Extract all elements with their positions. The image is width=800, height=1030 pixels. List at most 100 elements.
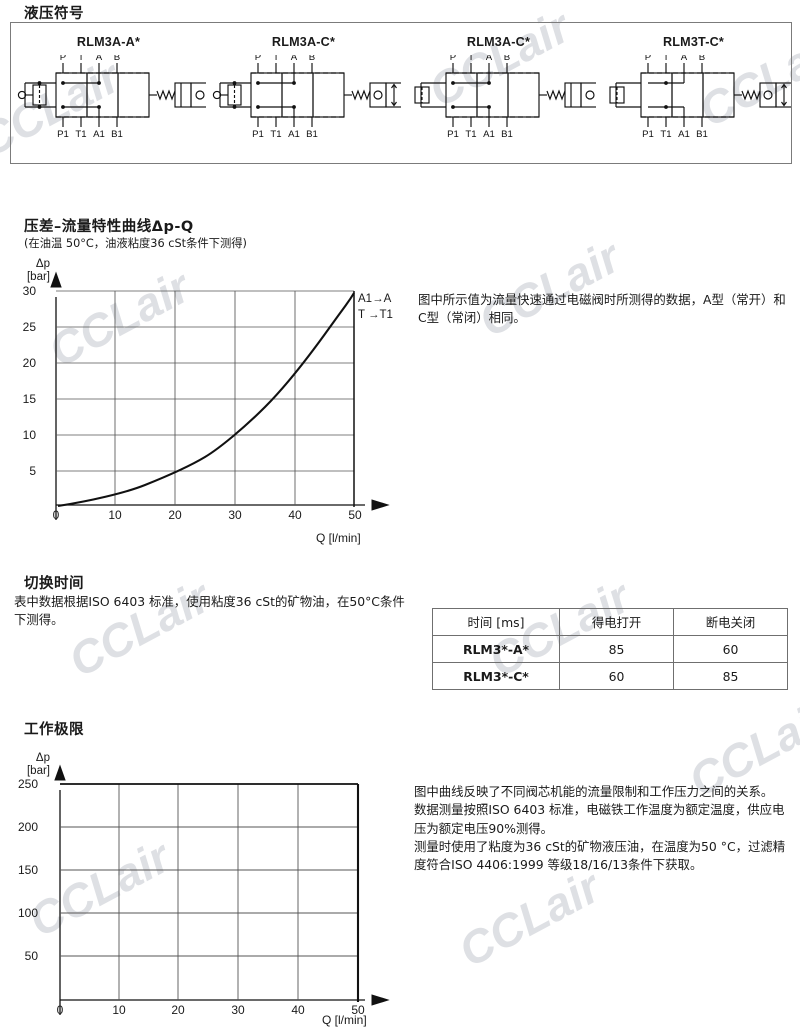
watermark-text: CCLair bbox=[450, 860, 609, 977]
x-tick: 50 bbox=[348, 508, 362, 522]
valve-symbol-diagram: P T A B P1 T1 A1 B1 bbox=[212, 55, 401, 140]
symbol-label: RLM3A-C* bbox=[466, 35, 531, 49]
symbol-label: RLM3T-C* bbox=[662, 35, 725, 49]
port-label-a: A bbox=[96, 55, 103, 63]
table-header-energize-open: 得电打开 bbox=[559, 608, 674, 636]
svg-text:B1: B1 bbox=[501, 129, 513, 140]
cell-model: RLM3*-A* bbox=[432, 635, 560, 663]
symbol-cell-rlm3t-c: RLM3T-C* bbox=[596, 23, 791, 163]
limits-note-line: 数据测量按照ISO 6403 标准，电磁铁工作温度为额定温度，供应电压为额定电压… bbox=[414, 802, 785, 836]
svg-text:A1: A1 bbox=[483, 129, 495, 140]
table-header-time: 时间 [ms] bbox=[432, 608, 560, 636]
cell-energize-open: 85 bbox=[559, 635, 674, 663]
svg-text:B1: B1 bbox=[696, 129, 708, 140]
svg-text:B: B bbox=[309, 55, 315, 63]
cell-model: RLM3*-C* bbox=[432, 662, 560, 690]
svg-text:P: P bbox=[645, 55, 651, 63]
x-tick: 30 bbox=[228, 508, 242, 522]
working-limits-plot bbox=[54, 764, 390, 1015]
watermark-text: CCLair bbox=[470, 230, 629, 347]
y-tick: 25 bbox=[22, 320, 36, 334]
dpq-section-title: 压差–流量特性曲线Δp-Q bbox=[24, 219, 194, 235]
x-axis-label: Q [l/min] bbox=[316, 531, 361, 545]
svg-text:A1: A1 bbox=[288, 129, 300, 140]
svg-text:B: B bbox=[699, 55, 705, 63]
cell-deenergize-close: 60 bbox=[673, 635, 788, 663]
port-label-t: T bbox=[78, 55, 84, 63]
port-label-t1: T1 bbox=[75, 129, 86, 140]
svg-text:P1: P1 bbox=[252, 129, 264, 140]
symbol-label: RLM3A-A* bbox=[76, 35, 141, 49]
dpq-note-text: 图中所示值为流量快速通过电磁阀时所测得的数据，A型（常开）和C型（常闭）相同。 bbox=[418, 292, 786, 326]
switch-note-text: 表中数据根据ISO 6403 标准，使用粘度36 cSt的矿物油，在50°C条件… bbox=[14, 594, 405, 628]
x-axis-label: Q [l/min] bbox=[322, 1013, 367, 1027]
limits-note-block: 图中曲线反映了不同阀芯机能的流量限制和工作压力之间的关系。 数据测量按照ISO … bbox=[414, 783, 794, 875]
x-tick: 0 bbox=[52, 508, 60, 522]
svg-text:A: A bbox=[486, 55, 493, 63]
symbol-cell-rlm3a-c-2: RLM3A-C* bbox=[401, 23, 596, 163]
table-header-row: 时间 [ms] 得电打开 断电关闭 bbox=[432, 608, 788, 636]
x-tick: 30 bbox=[231, 1003, 245, 1017]
y-tick: 200 bbox=[17, 820, 38, 834]
port-label-a1: A1 bbox=[93, 129, 105, 140]
table-row: RLM3*-A* 85 60 bbox=[432, 635, 788, 663]
port-label-p: P bbox=[60, 55, 66, 63]
limits-section-title: 工作极限 bbox=[24, 722, 84, 738]
x-tick: 20 bbox=[168, 508, 182, 522]
x-tick: 20 bbox=[171, 1003, 185, 1017]
table-header-deenergize-close: 断电关闭 bbox=[673, 608, 788, 636]
dpq-section-subtitle: (在油温 50°C，油液粘度36 cSt条件下测得) bbox=[24, 237, 247, 250]
svg-text:T1: T1 bbox=[270, 129, 281, 140]
x-tick: 0 bbox=[56, 1003, 64, 1017]
y-tick: 5 bbox=[29, 464, 36, 478]
y-tick: 50 bbox=[24, 949, 38, 963]
port-label-p1: P1 bbox=[57, 129, 69, 140]
curve-legend-label: A1→A T →T1 bbox=[358, 293, 393, 321]
valve-symbol-diagram: P T A B P1 T1 A1 B1 bbox=[17, 55, 206, 140]
y-tick: 15 bbox=[22, 392, 36, 406]
symbol-cell-rlm3a-c-1: RLM3A-C* bbox=[206, 23, 401, 163]
y-tick: 250 bbox=[17, 777, 38, 791]
symbols-section-title: 液压符号 bbox=[24, 6, 84, 22]
svg-text:T1: T1 bbox=[660, 129, 671, 140]
svg-text:P: P bbox=[255, 55, 261, 63]
x-tick: 40 bbox=[288, 508, 302, 522]
limits-note-line: 测量时使用了粘度为36 cSt的矿物液压油，在温度为50 °C，过滤精度符合IS… bbox=[414, 839, 786, 873]
dp-q-plot bbox=[50, 271, 390, 520]
svg-text:T: T bbox=[273, 55, 279, 63]
y-tick: 100 bbox=[17, 906, 38, 920]
svg-text:T1: T1 bbox=[465, 129, 476, 140]
svg-text:A: A bbox=[291, 55, 298, 63]
symbol-label: RLM3A-C* bbox=[271, 35, 336, 49]
svg-text:B1: B1 bbox=[306, 129, 318, 140]
y-tick: 30 bbox=[22, 284, 36, 298]
svg-text:T: T bbox=[663, 55, 669, 63]
y-axis-label: Δp [bar] bbox=[26, 752, 50, 777]
svg-text:P: P bbox=[450, 55, 456, 63]
svg-text:B: B bbox=[504, 55, 510, 63]
valve-symbol-diagram: P T A B P1 T1 A1 B1 bbox=[609, 55, 791, 140]
y-tick: 150 bbox=[17, 863, 38, 877]
cell-energize-open: 60 bbox=[559, 662, 674, 690]
table-row: RLM3*-C* 60 85 bbox=[432, 662, 788, 690]
x-tick: 10 bbox=[112, 1003, 126, 1017]
y-tick: 20 bbox=[22, 356, 36, 370]
hydraulic-symbols-panel: RLM3A-A* bbox=[10, 22, 792, 164]
x-tick: 10 bbox=[108, 508, 122, 522]
valve-symbol-diagram: P T A B P1 T1 A1 B1 bbox=[414, 55, 596, 140]
port-label-b: B bbox=[114, 55, 120, 63]
y-axis-label: Δp [bar] bbox=[26, 258, 50, 283]
svg-text:A: A bbox=[681, 55, 688, 63]
limits-note-line: 图中曲线反映了不同阀芯机能的流量限制和工作压力之间的关系。 bbox=[414, 784, 774, 799]
dp-q-curve bbox=[57, 292, 355, 508]
port-label-b1: B1 bbox=[111, 129, 123, 140]
symbol-cell-rlm3a-a: RLM3A-A* bbox=[11, 23, 206, 163]
svg-text:A1: A1 bbox=[678, 129, 690, 140]
x-tick: 50 bbox=[351, 1003, 365, 1017]
cell-deenergize-close: 85 bbox=[673, 662, 788, 690]
switch-section-title: 切换时间 bbox=[24, 576, 84, 592]
svg-text:P1: P1 bbox=[642, 129, 654, 140]
switching-time-table: 时间 [ms] 得电打开 断电关闭 RLM3*-A* 85 60 RLM3*-C… bbox=[432, 608, 788, 690]
y-tick: 10 bbox=[22, 428, 36, 442]
x-tick: 40 bbox=[291, 1003, 305, 1017]
